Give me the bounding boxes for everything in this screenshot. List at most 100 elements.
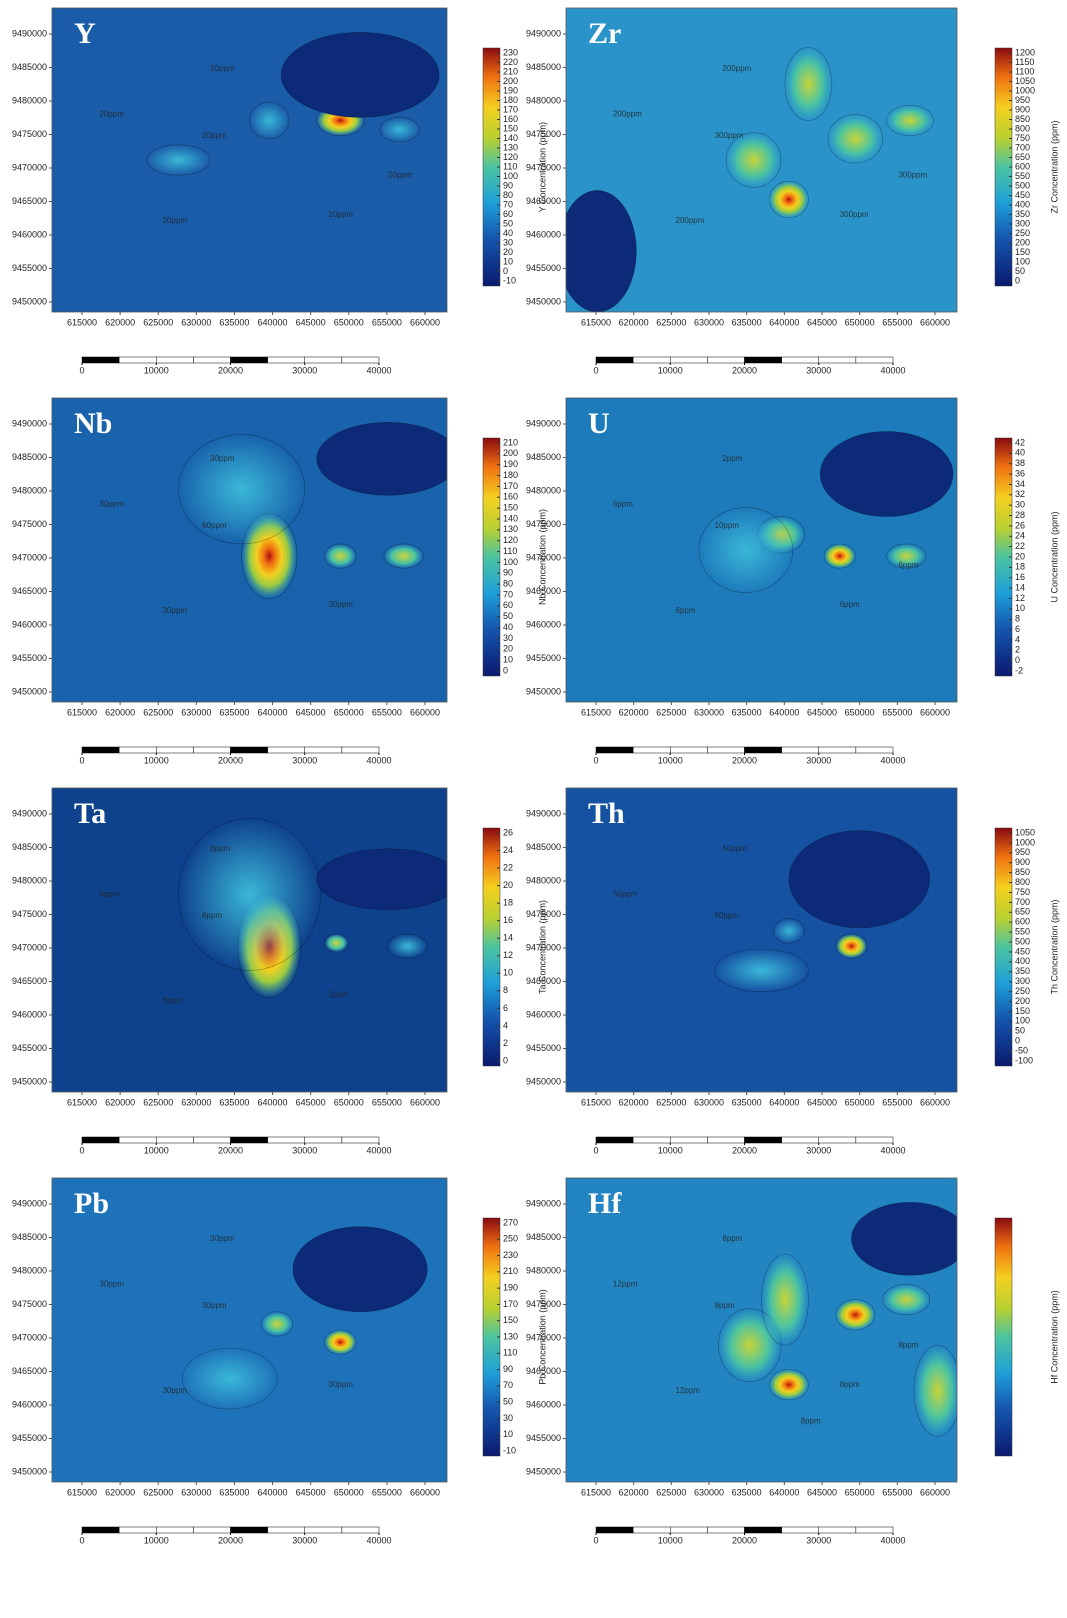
colorbar-tick-label: 190 [503, 1283, 518, 1293]
y-tick-label: 9480000 [12, 485, 47, 495]
map-frame [51, 1177, 448, 1483]
colorbar-tick-label: 130 [503, 524, 518, 534]
y-tick-label: 9465000 [12, 586, 47, 596]
y-tick-label: 9485000 [12, 452, 47, 462]
scale-segment [744, 1526, 782, 1534]
colorbar-tick-label: 90 [503, 180, 513, 190]
contour-label: 2ppm [722, 454, 742, 463]
colorbar-tick-label: -10 [503, 275, 516, 285]
x-tick-label: 620000 [619, 707, 649, 717]
x-tick-label: 620000 [619, 317, 649, 327]
contour-label: 6ppm [613, 500, 633, 509]
y-tick-label: 9460000 [526, 619, 561, 629]
scale-segment [230, 746, 268, 754]
x-tick-label: 625000 [143, 1487, 173, 1497]
map-frame [565, 1177, 958, 1483]
colorbar-tick-label: 250 [1015, 228, 1030, 238]
y-tick-label: 9465000 [526, 976, 561, 986]
scale-tick-label: 20000 [218, 1145, 243, 1155]
contour-label: 8ppm [898, 1340, 918, 1349]
scale-segment [118, 356, 157, 364]
colorbar-tick-label: 110 [503, 1348, 517, 1358]
map-frame [51, 7, 448, 313]
scale-tick-label: 30000 [806, 1145, 831, 1155]
element-label: Y [74, 17, 96, 50]
x-tick-label: 635000 [219, 1487, 249, 1497]
x-tick-label: 645000 [807, 317, 837, 327]
colorbar-tick-label: 220 [503, 57, 518, 67]
colorbar-tick-label: 700 [1015, 142, 1030, 152]
y-tick-label: 9490000 [12, 1198, 47, 1208]
map-frame [51, 787, 448, 1093]
y-tick-label: 9485000 [526, 1232, 561, 1242]
scale-segment [632, 356, 671, 364]
map-anomaly [718, 1308, 782, 1382]
map-features [566, 47, 934, 312]
map-anomaly [316, 422, 447, 496]
colorbar-tick-label: 230 [503, 47, 518, 57]
x-tick-label: 620000 [105, 1487, 135, 1497]
contour-label: 300ppm [840, 210, 869, 219]
scale-segment [595, 746, 634, 754]
contour-label: 20ppm [99, 110, 124, 119]
scale-tick-label: 40000 [366, 1535, 391, 1545]
contour-label: 50ppm [722, 844, 747, 853]
colorbar-label: Zr Concentration (ppm) [1049, 120, 1059, 213]
y-tick-label: 9455000 [526, 1433, 561, 1443]
x-tick-label: 640000 [258, 1487, 288, 1497]
map-anomaly [835, 933, 868, 959]
x-tick-label: 655000 [372, 1097, 402, 1107]
colorbar-tick-label: 200 [1015, 996, 1030, 1006]
element-label: Th [588, 797, 625, 830]
scale-segment [230, 1136, 268, 1144]
colorbar-tick-label: 8 [503, 985, 508, 995]
colorbar-tick-label: 14 [1015, 582, 1025, 592]
contour-label: 60ppm [202, 521, 227, 530]
y-tick-label: 9480000 [526, 95, 561, 105]
x-tick-label: 620000 [619, 1487, 649, 1497]
colorbar-tick-label: 120 [503, 535, 518, 545]
map-frame [51, 397, 448, 703]
map-anomaly [324, 543, 357, 569]
scale-tick-label: 40000 [366, 755, 391, 765]
x-tick-label: 640000 [258, 707, 288, 717]
map-anomaly [886, 543, 927, 569]
scale-tick-label: 20000 [732, 1535, 757, 1545]
contour-label: 30ppm [99, 500, 124, 509]
colorbar-tick-label: -100 [1015, 1055, 1033, 1065]
colorbar-tick-label: 24 [1015, 531, 1025, 541]
contour-label: 20ppm [388, 170, 413, 179]
scale-tick-label: 40000 [880, 1145, 905, 1155]
colorbar-tick-label: 110 [503, 546, 517, 556]
scale-segment [156, 1526, 194, 1534]
colorbar-tick-label: 600 [1015, 161, 1030, 171]
x-tick-label: 650000 [845, 1487, 875, 1497]
colorbar-tick-label: 1050 [1015, 827, 1035, 837]
x-tick-label: 620000 [105, 317, 135, 327]
x-tick-label: 635000 [732, 1097, 762, 1107]
map-features [146, 32, 440, 176]
colorbar-tick-label: 42 [1015, 437, 1025, 447]
map-anomaly [913, 1344, 957, 1437]
contour-label: 30ppm [99, 1280, 124, 1289]
colorbar-tick-label: 1100 [1015, 66, 1034, 76]
colorbar-tick-label: 16 [1015, 572, 1025, 582]
colorbar-tick-label: 40 [1015, 448, 1025, 458]
scale-segment [670, 746, 708, 754]
colorbar-tick-label: 100 [1015, 256, 1030, 266]
contour-label: 300ppm [898, 170, 927, 179]
scale-segment [670, 356, 708, 364]
colorbar-tick-label: 2 [1015, 645, 1020, 655]
x-tick-label: 650000 [334, 1097, 364, 1107]
colorbar-tick-label: 30 [503, 237, 513, 247]
colorbar-tick-label: 70 [503, 589, 513, 599]
colorbar-tick-label: 8 [1015, 614, 1020, 624]
colorbar-tick-label: 30 [503, 1413, 513, 1423]
x-tick-label: 625000 [656, 707, 686, 717]
colorbar-tick-label: 210 [503, 66, 518, 76]
colorbar-tick-label: 300 [1015, 976, 1030, 986]
scale-segment [81, 1526, 120, 1534]
contour-label: 8ppm [840, 1380, 860, 1389]
colorbar-tick-label: 210 [503, 1266, 518, 1276]
x-tick-label: 660000 [410, 707, 440, 717]
